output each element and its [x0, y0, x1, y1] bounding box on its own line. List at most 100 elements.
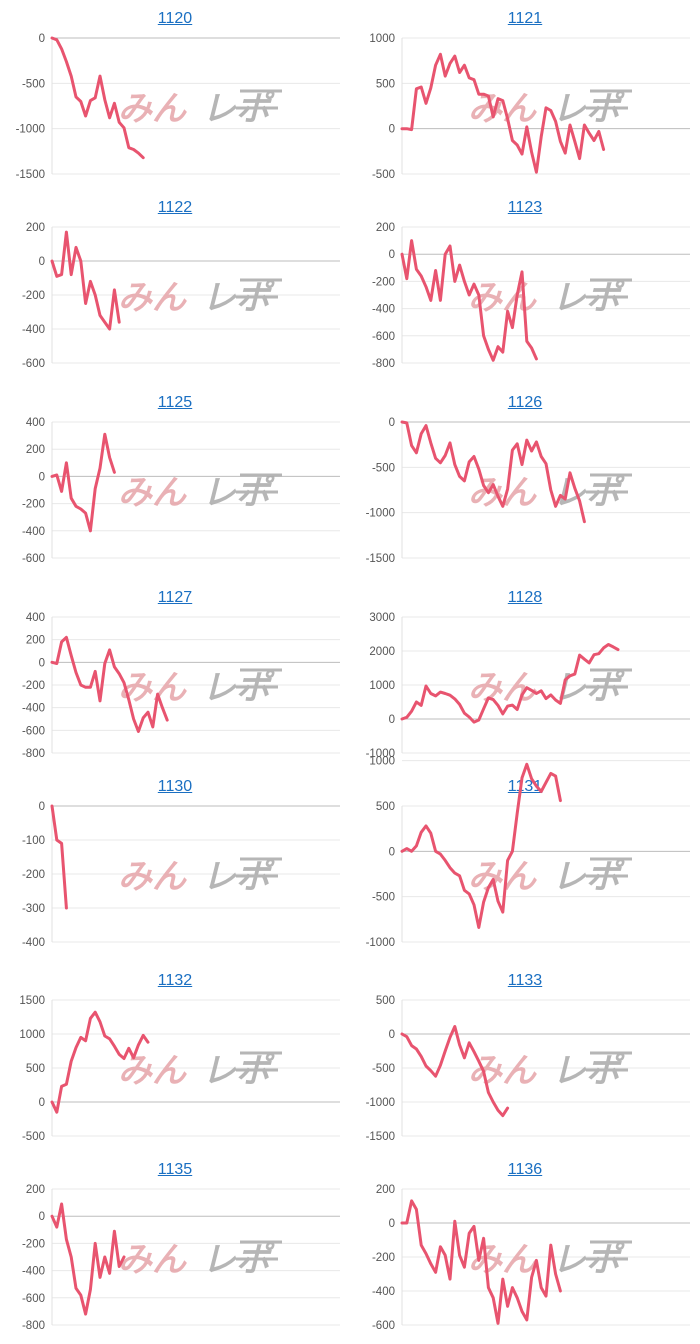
chart-panel-1131: 1131 1000 500 0 -500 -1000 みん レポ — [350, 756, 700, 953]
watermark: みん レポ — [468, 668, 632, 707]
y-tick-label: 0 — [389, 846, 395, 858]
watermark: みん レポ — [118, 89, 282, 128]
chart-title-link[interactable]: 1135 — [157, 1161, 193, 1178]
chart-panel-1128: 1128 3000 2000 1000 0 -1000 みん レポ — [350, 579, 700, 764]
data-series-line — [400, 52, 606, 174]
y-tick-label: 1000 — [369, 680, 395, 692]
chart-title-link[interactable]: 1120 — [157, 10, 193, 27]
chart-title-link[interactable]: 1133 — [507, 972, 543, 989]
chart-panel-1127: 1127 400 200 0 -200 -400 -600 -800 みん レポ — [0, 579, 350, 764]
y-tick-label: -800 — [22, 748, 45, 760]
watermark-text-pink: みん — [118, 858, 187, 896]
y-tick-label: -400 — [22, 324, 45, 336]
chart-title-link[interactable]: 1136 — [507, 1161, 543, 1178]
y-tick-label: 0 — [389, 714, 395, 726]
y-tick-label: -200 — [372, 1252, 395, 1264]
y-tick-label: -500 — [372, 462, 395, 474]
chart-panel-1121: 1121 1000 500 0 -500 みん レポ — [350, 0, 700, 185]
y-tick-label: -400 — [22, 703, 45, 715]
y-tick-label: -200 — [22, 680, 45, 692]
y-tick-label: -800 — [372, 358, 395, 370]
chart-title-link[interactable]: 1128 — [507, 589, 543, 606]
y-tick-label: -600 — [372, 1320, 395, 1332]
watermark-text-pink: みん — [118, 279, 187, 317]
chart-panel-1126: 1126 0 -500 -1000 -1500 みん レポ — [350, 384, 700, 569]
chart-panel-1120: 1120 0 -500 -1000 -1500 みん レポ — [0, 0, 350, 185]
data-series-line — [50, 1010, 150, 1114]
y-tick-label: -400 — [22, 937, 45, 949]
y-tick-label: -400 — [22, 1266, 45, 1278]
line-chart-1123: 200 0 -200 -400 -600 -800 みん レポ — [372, 222, 690, 370]
y-tick-label: -1500 — [16, 169, 45, 181]
chart-title-link[interactable]: 1130 — [157, 778, 193, 795]
chart-panel-1133: 1133 500 0 -500 -1000 -1500 みん レポ — [350, 962, 700, 1147]
y-tick-label: 0 — [389, 124, 395, 136]
y-tick-label: -600 — [22, 553, 45, 565]
y-tick-label: -1500 — [366, 553, 395, 565]
y-tick-label: -500 — [22, 78, 45, 90]
chart-title-link[interactable]: 1121 — [507, 10, 543, 27]
y-tick-label: -400 — [372, 1286, 395, 1298]
y-tick-label: -300 — [22, 903, 45, 915]
watermark-text-pink: みん — [468, 90, 537, 128]
y-tick-label: -1000 — [366, 937, 395, 949]
chart-panel-1132: 1132 1500 1000 500 0 -500 みん レポ — [0, 962, 350, 1147]
watermark: みん レポ — [468, 89, 632, 128]
y-tick-label: -600 — [22, 358, 45, 370]
watermark: みん レポ — [118, 473, 282, 512]
y-tick-label: -1000 — [366, 508, 395, 520]
y-tick-label: 1500 — [19, 995, 45, 1007]
y-tick-label: 0 — [389, 1029, 395, 1041]
watermark-text-pink: みん — [118, 474, 187, 512]
watermark: みん レポ — [468, 1051, 632, 1090]
watermark: みん レポ — [118, 857, 282, 896]
y-tick-label: 200 — [376, 222, 395, 234]
y-tick-label: -200 — [22, 1238, 45, 1250]
data-series-line — [400, 1199, 562, 1325]
chart-panel-1123: 1123 200 0 -200 -400 -600 -800 みん レポ — [350, 189, 700, 374]
data-series-line — [50, 230, 121, 331]
watermark: みん レポ — [118, 1051, 282, 1090]
chart-title-link[interactable]: 1127 — [157, 589, 193, 606]
chart-panel-1136: 1136 200 0 -200 -400 -600 みん レポ — [350, 1151, 700, 1341]
y-tick-label: 0 — [39, 657, 45, 669]
line-chart-1126: 0 -500 -1000 -1500 みん レポ — [366, 417, 690, 565]
y-tick-label: -400 — [22, 526, 45, 538]
y-tick-label: 0 — [389, 1218, 395, 1230]
watermark: みん レポ — [118, 278, 282, 317]
y-tick-label: 0 — [39, 33, 45, 45]
y-tick-label: 200 — [26, 1184, 45, 1196]
watermark-text-pink: みん — [118, 90, 187, 128]
y-tick-label: -600 — [22, 725, 45, 737]
y-tick-label: -1000 — [366, 748, 395, 760]
y-tick-label: -400 — [372, 304, 395, 316]
line-chart-1133: 500 0 -500 -1000 -1500 みん レポ — [366, 995, 690, 1143]
data-series-line — [400, 239, 538, 362]
y-tick-label: -500 — [372, 1063, 395, 1075]
y-tick-label: 500 — [376, 801, 395, 813]
y-tick-label: -600 — [372, 331, 395, 343]
y-tick-label: -1000 — [366, 1097, 395, 1109]
chart-title-link[interactable]: 1125 — [157, 394, 193, 411]
y-tick-label: 0 — [39, 1097, 45, 1109]
chart-panel-1130: 1130 0 -100 -200 -300 -400 みん レポ — [0, 768, 350, 953]
chart-title-link[interactable]: 1126 — [507, 394, 543, 411]
y-tick-label: 200 — [376, 1184, 395, 1196]
y-tick-label: 1000 — [369, 33, 395, 45]
y-tick-label: 0 — [39, 471, 45, 483]
data-series-line — [50, 1202, 126, 1316]
chart-title-link[interactable]: 1132 — [157, 972, 193, 989]
chart-title-link[interactable]: 1122 — [157, 199, 193, 216]
chart-panel-1125: 1125 400 200 0 -200 -400 -600 みん レポ — [0, 384, 350, 569]
y-tick-label: 400 — [26, 612, 45, 624]
watermark: みん レポ — [468, 278, 632, 317]
y-tick-label: 0 — [39, 1211, 45, 1223]
chart-title-link[interactable]: 1123 — [507, 199, 543, 216]
y-tick-label: -500 — [372, 169, 395, 181]
y-tick-label: -100 — [22, 835, 45, 847]
y-tick-label: -200 — [22, 869, 45, 881]
line-chart-1120: 0 -500 -1000 -1500 みん レポ — [16, 33, 340, 181]
watermark: みん レポ — [468, 857, 632, 896]
y-tick-label: 1000 — [19, 1029, 45, 1041]
y-tick-label: 2000 — [369, 646, 395, 658]
